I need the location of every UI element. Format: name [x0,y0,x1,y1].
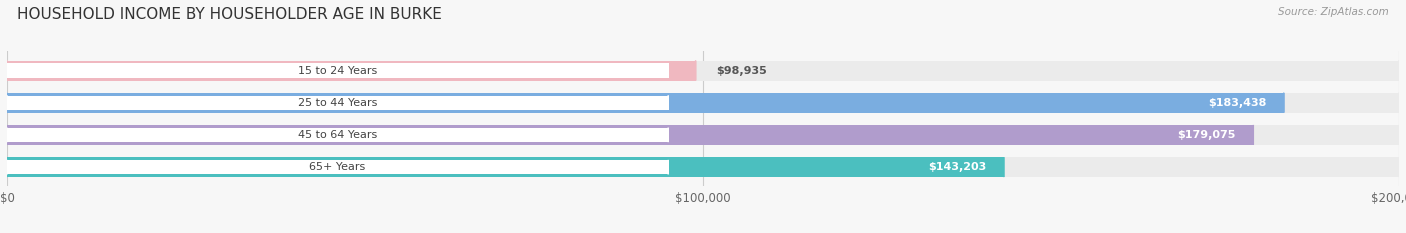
Bar [7,61,1399,81]
Text: $179,075: $179,075 [1178,130,1236,140]
Bar [7,125,1253,145]
Text: Source: ZipAtlas.com: Source: ZipAtlas.com [1278,7,1389,17]
Bar [7,61,696,81]
Bar [7,125,1399,145]
Text: 25 to 44 Years: 25 to 44 Years [298,98,377,108]
Bar [7,160,668,174]
Text: 15 to 24 Years: 15 to 24 Years [298,65,377,75]
Text: $98,935: $98,935 [717,65,768,75]
Bar [7,157,1399,177]
Bar [7,128,668,142]
Bar [7,93,1399,113]
Bar [7,157,1004,177]
Text: 65+ Years: 65+ Years [309,162,366,172]
Text: $143,203: $143,203 [928,162,986,172]
Text: $183,438: $183,438 [1208,98,1267,108]
Text: 45 to 64 Years: 45 to 64 Years [298,130,377,140]
Bar [7,63,668,78]
Bar [7,93,1284,113]
Text: HOUSEHOLD INCOME BY HOUSEHOLDER AGE IN BURKE: HOUSEHOLD INCOME BY HOUSEHOLDER AGE IN B… [17,7,441,22]
Bar [7,96,668,110]
